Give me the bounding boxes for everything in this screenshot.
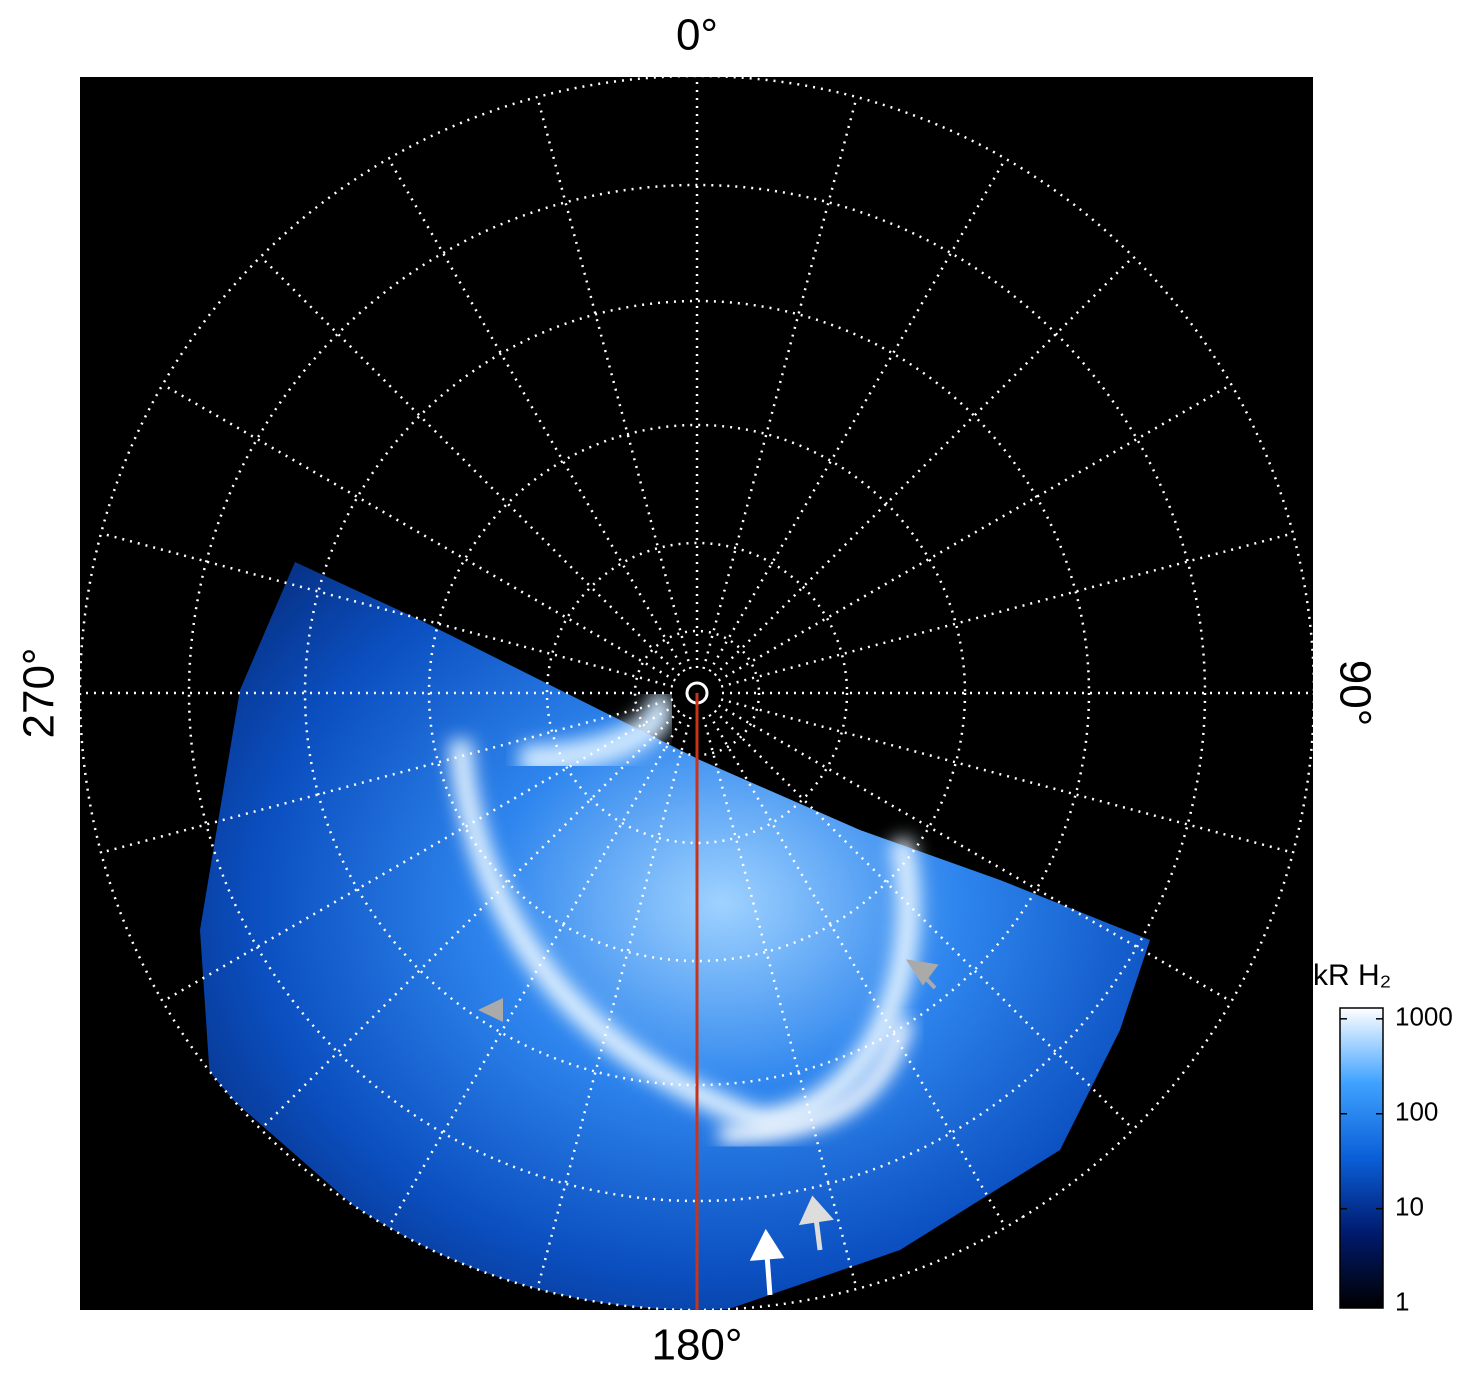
colorbar-tick-label: 10 (1395, 1192, 1424, 1222)
grid-circle (187, 183, 1207, 1203)
grid-spoke (708, 714, 1007, 1228)
polar-grid (78, 74, 1316, 1312)
angle-label: 90° (1330, 660, 1379, 727)
grid-spoke (536, 96, 692, 670)
grid-spoke (536, 716, 692, 1290)
colorbar-tick-label: 1 (1395, 1287, 1409, 1317)
polar-emission (519, 687, 673, 775)
arrow (905, 959, 939, 990)
grid-spoke (713, 709, 1135, 1131)
grid-spoke (713, 255, 1135, 677)
arrow (749, 1228, 785, 1296)
arrow (478, 998, 503, 1022)
grid-circle (545, 541, 849, 845)
grid-spoke (387, 158, 686, 672)
grid-spoke (702, 96, 858, 670)
arrows (478, 959, 939, 1296)
grid-spoke (162, 704, 676, 1003)
grid-spoke (720, 532, 1294, 688)
angle-label: 0° (676, 11, 718, 60)
grid-spoke (702, 716, 858, 1290)
colorbar-tick-label: 100 (1395, 1097, 1438, 1127)
angle-label: 270° (15, 647, 64, 738)
colorbar (1339, 1007, 1384, 1309)
grid-spoke (387, 714, 686, 1228)
grid-spoke (162, 383, 676, 682)
grid-spoke (259, 255, 681, 677)
grid-spoke (718, 704, 1232, 1003)
grid-spoke (718, 383, 1232, 682)
grid-spoke (100, 698, 674, 854)
colorbar-tick-label: 1000 (1395, 1002, 1453, 1032)
aurora (200, 562, 1150, 1310)
grid-spoke (720, 698, 1294, 854)
arrow (798, 1195, 834, 1251)
main-oval (449, 739, 920, 1132)
grid-spoke (259, 709, 681, 1131)
grid-circle (427, 423, 967, 963)
colorbar-label: kR H₂ (1313, 959, 1391, 992)
main-oval (719, 1017, 914, 1144)
grid-circle (303, 299, 1091, 1087)
grid-spoke (100, 532, 674, 688)
angle-label: 180° (651, 1321, 742, 1370)
aurora-emission (200, 562, 1150, 1310)
grid-spoke (708, 158, 1007, 672)
